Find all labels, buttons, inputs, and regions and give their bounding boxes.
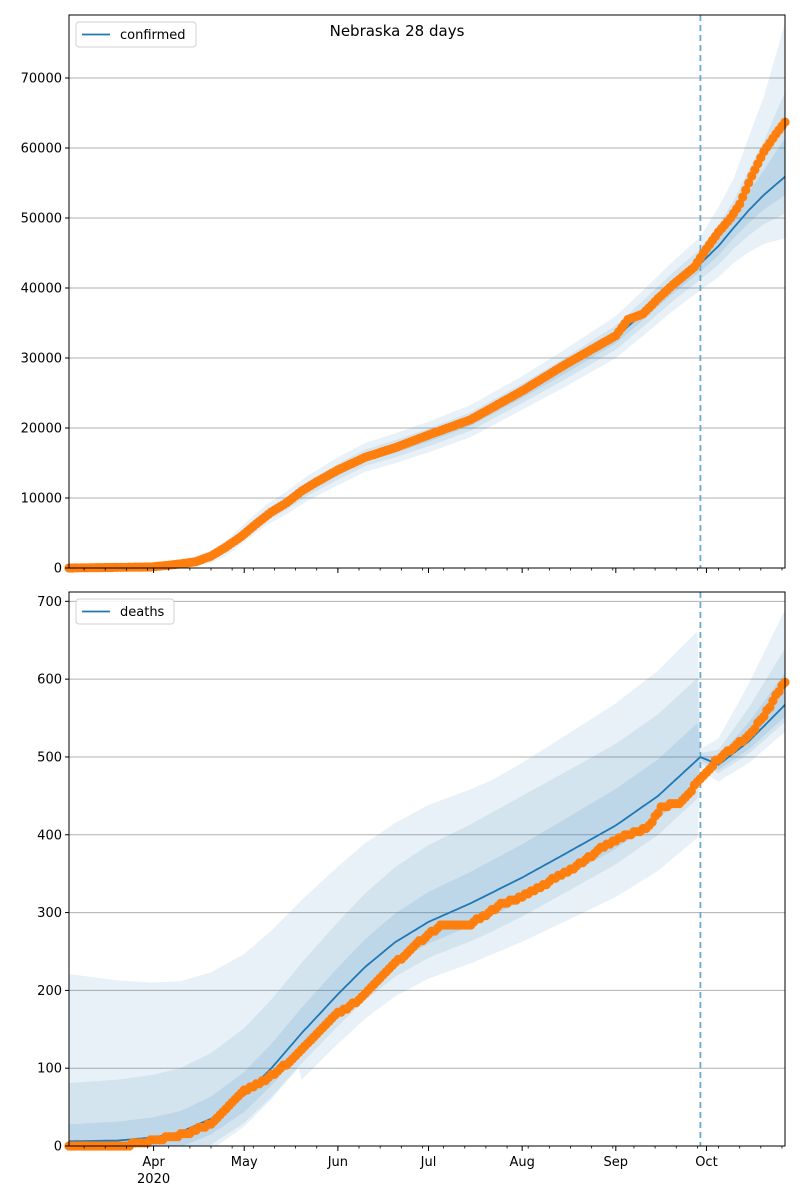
- y-tick-label: 40000: [21, 282, 62, 297]
- uncertainty-band-1: [69, 609, 785, 1146]
- legend-label: deaths: [120, 605, 165, 620]
- observed-series: [64, 677, 790, 1151]
- deaths-panel: 0 100 200 300 400 500 600 700 Apr 2020 May Jun Jul Au…: [37, 591, 790, 1187]
- uncertainty-band-2: [69, 92, 785, 568]
- y-tick-label: 400: [37, 828, 62, 843]
- x-tick-sublabel: 2020: [137, 1172, 170, 1187]
- observed-point: [744, 178, 754, 188]
- x-tick-label: Aug: [509, 1155, 534, 1170]
- legend: confirmed: [75, 21, 197, 48]
- y-tick-label: 0: [54, 562, 62, 577]
- legend-label: confirmed: [120, 28, 186, 43]
- y-tick-label: 0: [54, 1140, 62, 1155]
- y-tick-label: 200: [37, 984, 62, 999]
- observed-point: [738, 192, 748, 202]
- observed-series: [64, 117, 790, 573]
- y-tick-label: 20000: [21, 422, 62, 437]
- x-tick-label: Apr: [142, 1155, 165, 1170]
- y-tick-label: 10000: [21, 492, 62, 507]
- y-tick-label: 300: [37, 906, 62, 921]
- x-tick-label: Sep: [604, 1155, 629, 1170]
- y-tick-label: 100: [37, 1062, 62, 1077]
- x-tick-label: Jun: [327, 1155, 348, 1170]
- observed-point: [735, 199, 745, 209]
- legend-box: [75, 21, 197, 48]
- uncertainty-band-3: [69, 672, 785, 1146]
- y-tick-label: 50000: [21, 212, 62, 227]
- uncertainty-band-2: [69, 648, 785, 1146]
- x-tick-label: Oct: [695, 1155, 717, 1170]
- uncertainty-band-1: [69, 22, 785, 568]
- y-tick-label: 30000: [21, 352, 62, 367]
- observed-point: [741, 185, 751, 195]
- y-tick-label: 600: [37, 673, 62, 688]
- x-tick-label: Jul: [420, 1155, 437, 1170]
- y-tick-label: 500: [37, 750, 62, 765]
- legend-box: [75, 598, 175, 625]
- model-series-line: [69, 704, 786, 1143]
- uncertainty-band-3: [69, 138, 785, 568]
- x-tick-label: May: [231, 1155, 258, 1170]
- legend: deaths: [75, 598, 175, 625]
- plot-frame: [68, 14, 786, 569]
- y-tick-label: 700: [37, 595, 62, 610]
- model-series-line: [69, 176, 786, 569]
- figure-title: Nebraska 28 days: [330, 22, 465, 40]
- plot-frame: [68, 591, 786, 1147]
- y-tick-label: 60000: [21, 142, 62, 157]
- y-tick-label: 70000: [21, 72, 62, 87]
- confirmed-panel: 0 10000 20000 30000 40000 50000 60000 70000 conf…: [21, 14, 790, 577]
